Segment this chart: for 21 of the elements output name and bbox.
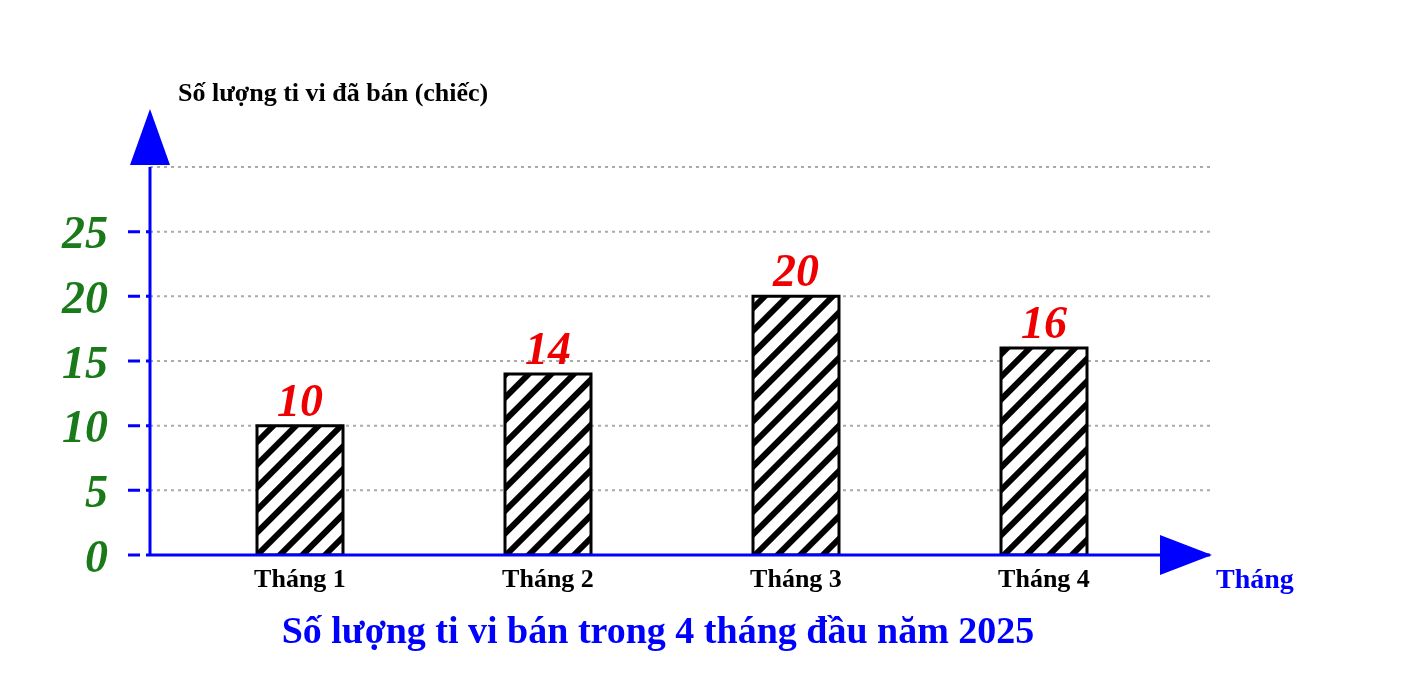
data-label: 14 xyxy=(525,322,571,374)
bar xyxy=(751,294,841,555)
y-axis-title: Số lượng ti vi đã bán (chiếc) xyxy=(178,78,489,108)
bar xyxy=(255,424,345,555)
x-tick-label: Tháng 2 xyxy=(502,564,594,593)
data-label: 10 xyxy=(277,374,323,426)
y-tick-label: 5 xyxy=(85,465,108,517)
y-tick-label: 10 xyxy=(62,401,108,453)
x-tick-label: Tháng 4 xyxy=(998,564,1090,593)
bar xyxy=(999,346,1089,555)
y-tick-label: 20 xyxy=(61,271,108,323)
data-label: 16 xyxy=(1021,297,1067,349)
y-tick-label: 25 xyxy=(61,207,108,259)
x-axis-title: Tháng xyxy=(1216,563,1294,595)
text: Số lượng ti vi bán trong 4 tháng đầu năm 2025 xyxy=(280,608,1036,652)
x-tick-label: Tháng 3 xyxy=(750,564,842,593)
data-label: 20 xyxy=(772,245,819,297)
y-tick-label: 15 xyxy=(62,336,108,388)
y-tick-label: 0 xyxy=(85,530,108,582)
x-tick-label: Tháng 1 xyxy=(254,564,346,593)
bar xyxy=(503,372,593,555)
